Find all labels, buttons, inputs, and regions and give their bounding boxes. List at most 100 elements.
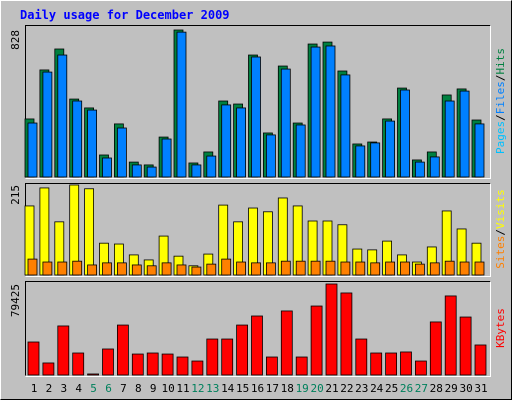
bar [370, 142, 381, 178]
x-tick-label: 26 [400, 382, 413, 395]
x-tick-label: 11 [176, 382, 189, 395]
x-tick-label: 16 [251, 382, 264, 395]
bar [414, 161, 425, 178]
bar [191, 164, 202, 178]
bar [251, 315, 263, 376]
bar [459, 261, 470, 276]
bar [310, 305, 323, 376]
legend-entry: Pages [494, 121, 507, 154]
bar [265, 356, 278, 376]
bar [444, 295, 457, 376]
bar [325, 45, 336, 178]
bar [429, 262, 440, 276]
y-tick-label: 215 [9, 185, 22, 205]
bar [295, 260, 306, 276]
x-tick-label: 31 [474, 382, 487, 395]
x-tick-label: 14 [221, 382, 235, 395]
x-tick-label: 8 [135, 382, 142, 395]
bar [42, 362, 55, 376]
panel-border-light [25, 183, 491, 277]
bar [355, 145, 366, 178]
bar [400, 351, 412, 376]
bar [474, 261, 485, 276]
x-tick-label: 19 [296, 382, 309, 395]
bar [251, 262, 261, 276]
bar [176, 264, 187, 276]
bar [310, 46, 321, 178]
x-tick-label: 1 [31, 382, 38, 395]
legend-entry: Visits [494, 189, 507, 229]
legend-entry: Files [494, 81, 507, 114]
bar [280, 260, 291, 276]
bar [102, 262, 112, 276]
chart-title: Daily usage for December 2009 [20, 8, 230, 22]
bar [57, 325, 70, 376]
bar [131, 264, 142, 276]
bar [221, 258, 232, 276]
bar [57, 261, 68, 276]
panel-border-light [25, 281, 491, 377]
bar [459, 90, 470, 178]
y-tick-label: 828 [9, 30, 22, 50]
bar [87, 264, 97, 276]
x-tick-label: 25 [385, 382, 398, 395]
bar [206, 338, 219, 376]
axis-legend: Pages/Files/Hits [494, 48, 507, 154]
x-tick-label: 18 [281, 382, 294, 395]
bar [146, 352, 159, 376]
bar [161, 262, 172, 276]
bar [265, 134, 276, 178]
bar [370, 262, 381, 276]
bar [102, 157, 112, 178]
x-tick-label: 5 [90, 382, 97, 395]
x-tick-label: 28 [430, 382, 443, 395]
bar [117, 324, 129, 376]
bar [42, 71, 53, 178]
bar [280, 310, 293, 376]
bar [414, 360, 427, 376]
bar [385, 120, 396, 178]
bar [146, 265, 157, 276]
x-tick-label: 23 [355, 382, 368, 395]
bar [176, 31, 187, 178]
x-tick-label: 12 [191, 382, 204, 395]
x-tick-label: 17 [266, 382, 279, 395]
x-tick-label: 15 [236, 382, 249, 395]
bar [146, 166, 157, 178]
legend-entry: Hits [494, 48, 507, 75]
bar [444, 260, 455, 276]
bar [265, 262, 276, 276]
bar [429, 321, 442, 376]
bar [117, 127, 127, 178]
x-tick-label: 9 [150, 382, 157, 395]
bar [72, 100, 83, 178]
bar [429, 156, 440, 178]
bar [72, 352, 85, 376]
x-tick-label: 20 [310, 382, 323, 395]
bar [370, 352, 383, 376]
bar [459, 316, 472, 376]
bar [191, 266, 202, 276]
bar [27, 122, 38, 178]
bar [87, 373, 99, 376]
bar [206, 263, 217, 276]
x-tick-label: 10 [161, 382, 174, 395]
x-tick-label: 3 [60, 382, 67, 395]
x-tick-label: 7 [120, 382, 127, 395]
bar [400, 89, 410, 178]
y-tick-label: 79425 [9, 284, 22, 317]
axis-legend: KBytes [494, 308, 507, 348]
bar [355, 338, 368, 376]
panel-border-light [25, 25, 491, 179]
bar [295, 356, 308, 376]
bar [236, 324, 249, 376]
x-tick-label: 30 [459, 382, 472, 395]
bar [474, 344, 487, 376]
bar [236, 261, 247, 276]
x-tick-label: 2 [46, 382, 53, 395]
bar [280, 68, 291, 178]
bar [325, 260, 336, 276]
bar [355, 261, 366, 276]
bar [131, 353, 144, 376]
